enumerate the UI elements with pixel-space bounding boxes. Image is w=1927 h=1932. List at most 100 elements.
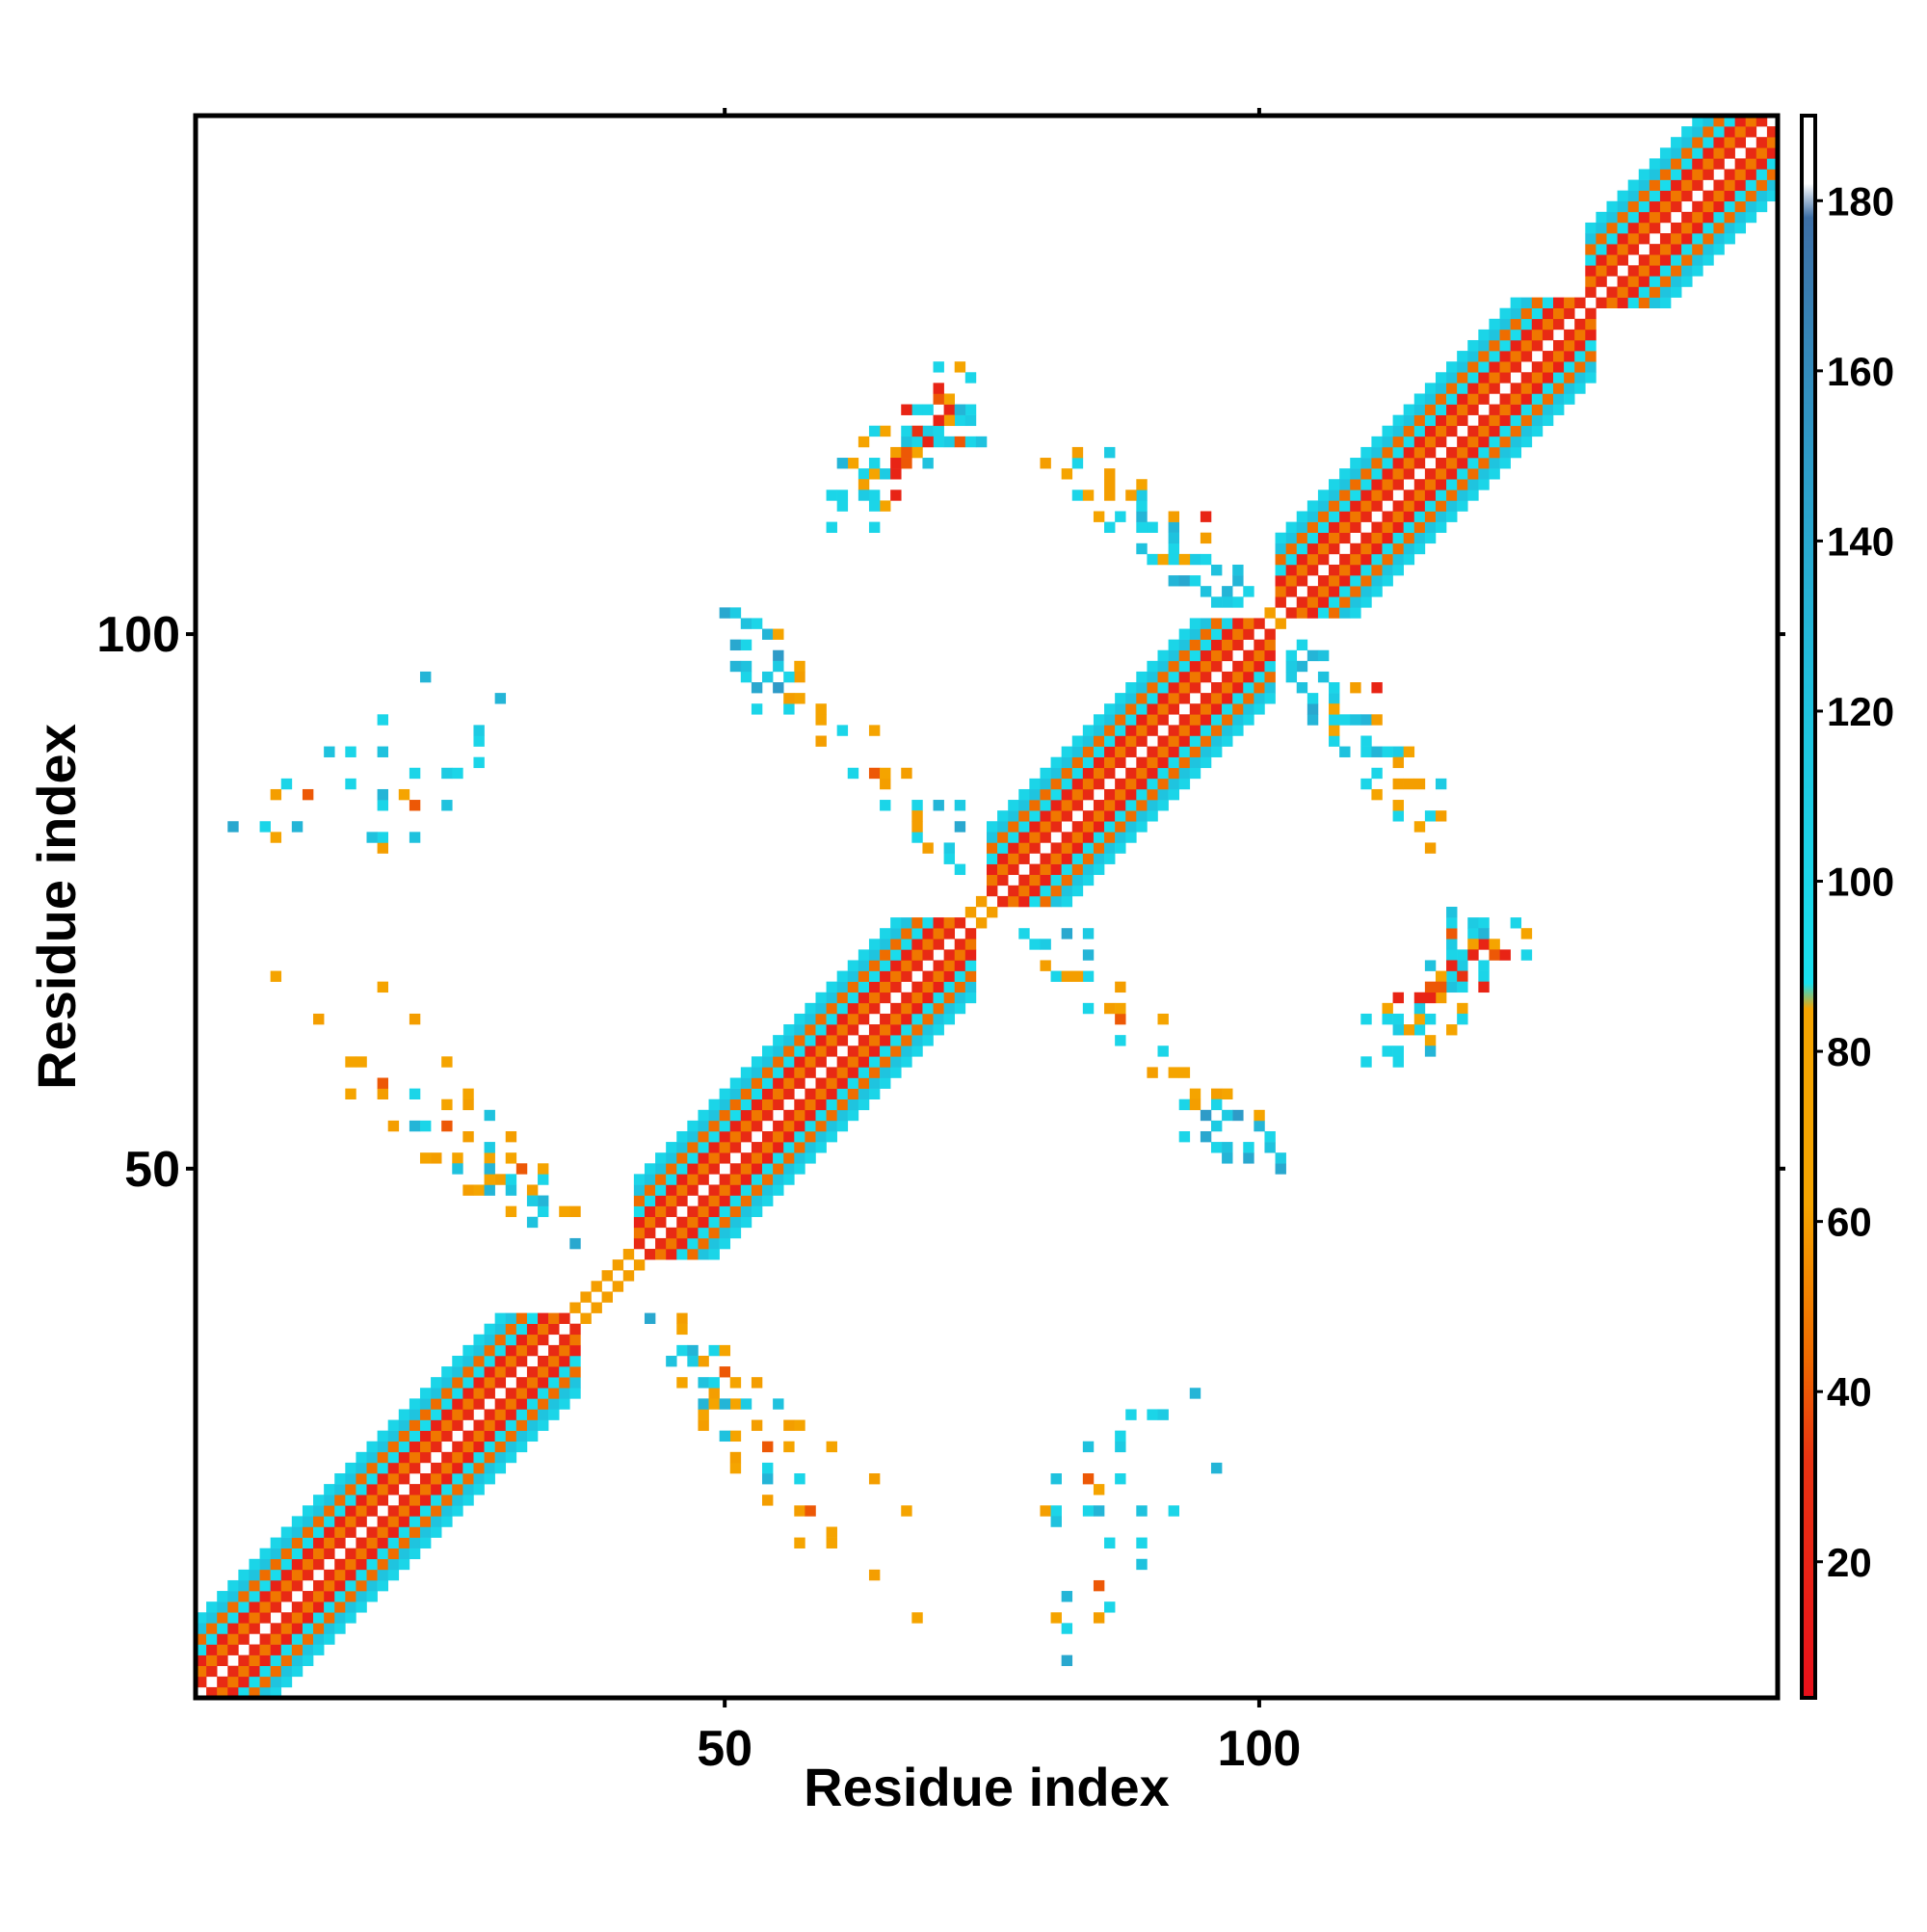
heatmap-cell [1564, 297, 1575, 308]
heatmap-cell [954, 917, 966, 929]
heatmap-cell [1329, 693, 1340, 704]
heatmap-cell [1467, 490, 1479, 501]
x-axis-ticks: 50 100 [697, 108, 1301, 1777]
heatmap-cell [1061, 1591, 1073, 1602]
heatmap-cell [836, 1088, 849, 1099]
heatmap-cell [1210, 693, 1223, 704]
heatmap-cell [270, 1676, 282, 1688]
heatmap-cell [238, 1665, 250, 1678]
heatmap-cell [377, 714, 388, 726]
heatmap-cell [462, 1451, 474, 1464]
heatmap-cell [847, 1013, 859, 1025]
heatmap-cell [890, 1056, 902, 1068]
heatmap-cell [345, 1601, 356, 1613]
heatmap-cell [441, 1430, 453, 1442]
colorbar-tick-label: 60 [1827, 1200, 1872, 1245]
heatmap-cell [826, 1441, 837, 1453]
heatmap-cell [880, 468, 891, 480]
heatmap-cell [847, 458, 859, 469]
heatmap-cell [1018, 874, 1030, 887]
heatmap-cell [494, 1409, 507, 1420]
heatmap-cell [1147, 778, 1158, 790]
heatmap-cell [858, 490, 870, 501]
heatmap-cell [1606, 222, 1618, 234]
heatmap-cell [1638, 222, 1650, 234]
heatmap-cell [377, 1569, 388, 1581]
heatmap-cell [975, 895, 988, 908]
heatmap-cell [1360, 586, 1372, 597]
heatmap-cell [783, 703, 795, 715]
heatmap-cell [783, 1142, 795, 1153]
heatmap-cell [431, 1473, 442, 1485]
heatmap-cell [1317, 532, 1330, 544]
heatmap-cell [473, 1366, 485, 1378]
colorbar-tick-label: 180 [1827, 178, 1894, 224]
heatmap-cell [1147, 703, 1158, 715]
heatmap-cell [1350, 586, 1361, 597]
heatmap-cell [1285, 543, 1298, 555]
heatmap-cell [1671, 265, 1682, 277]
heatmap-cell [1424, 1045, 1437, 1057]
heatmap-cell [1104, 756, 1116, 769]
heatmap-cell [1435, 981, 1447, 993]
heatmap-cell [1681, 233, 1693, 245]
heatmap-cell [1040, 821, 1051, 833]
heatmap-cell [1446, 511, 1458, 522]
heatmap-cell [302, 1644, 314, 1655]
heatmap-cell [1317, 490, 1330, 501]
heatmap-cell [441, 1516, 453, 1527]
heatmap-cell [280, 1579, 293, 1592]
heatmap-cell [773, 1398, 784, 1410]
heatmap-cell [729, 1174, 742, 1185]
heatmap-cell [1627, 297, 1640, 308]
heatmap-cell [1489, 446, 1500, 459]
heatmap-cell [1371, 575, 1383, 587]
heatmap-cell [1115, 746, 1126, 757]
heatmap-cell [324, 1591, 335, 1602]
heatmap-cell [1061, 895, 1073, 908]
heatmap-cell [1671, 179, 1682, 191]
heatmap-cell [1585, 265, 1597, 277]
heatmap-cell [698, 1152, 709, 1164]
heatmap-cell [1360, 746, 1372, 757]
colorbar-tick-label: 140 [1827, 518, 1894, 564]
heatmap-cell [1115, 981, 1126, 993]
heatmap-cell [1617, 254, 1628, 266]
heatmap-cell [1008, 810, 1019, 822]
heatmap-cell [655, 1249, 667, 1260]
heatmap-cell [473, 735, 485, 747]
heatmap-cell [773, 1163, 784, 1175]
heatmap-cell [1734, 190, 1747, 202]
heatmap-cell [1510, 414, 1522, 427]
heatmap-cell [1413, 521, 1426, 533]
heatmap-cell [1520, 297, 1533, 308]
heatmap-cell [270, 1548, 282, 1560]
heatmap-cell [1093, 853, 1105, 864]
heatmap-cell [826, 1526, 837, 1538]
heatmap-cell [1755, 200, 1768, 213]
heatmap-cell [751, 618, 763, 629]
heatmap-cell [324, 1612, 335, 1624]
heatmap-cell [345, 1516, 356, 1527]
heatmap-cell [1125, 832, 1137, 843]
heatmap-cell [751, 1163, 763, 1175]
heatmap-cell [1627, 286, 1640, 298]
heatmap-cell [377, 1451, 388, 1464]
heatmap-cell [676, 1344, 688, 1357]
heatmap-cell [1649, 276, 1661, 287]
heatmap-cell [762, 1174, 774, 1185]
heatmap-cell [1178, 553, 1191, 566]
heatmap-cell [324, 1633, 335, 1645]
heatmap-cell [419, 1419, 432, 1431]
heatmap-cell [249, 1644, 260, 1655]
heatmap-cell [868, 490, 881, 501]
heatmap-cell [1339, 596, 1351, 608]
y-tick-label: 100 [96, 607, 180, 663]
heatmap-cell [1713, 244, 1725, 255]
heatmap-cell [1574, 351, 1586, 362]
heatmap-cell [387, 1430, 400, 1442]
heatmap-cell [901, 992, 912, 1004]
heatmap-cell [291, 1623, 304, 1634]
heatmap-cell [901, 1013, 912, 1025]
heatmap-cell [997, 863, 1009, 876]
